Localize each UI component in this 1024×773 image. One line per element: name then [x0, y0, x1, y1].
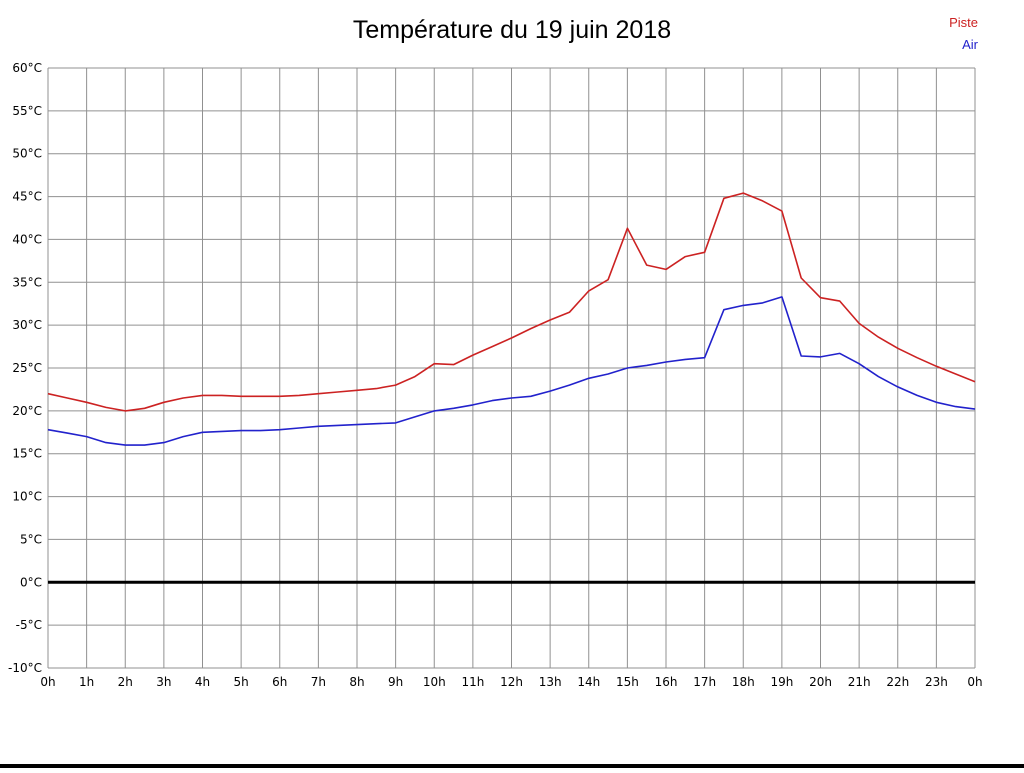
- svg-text:15°C: 15°C: [12, 447, 42, 461]
- svg-text:-5°C: -5°C: [16, 618, 42, 632]
- svg-text:55°C: 55°C: [12, 104, 42, 118]
- svg-text:35°C: 35°C: [12, 275, 42, 289]
- svg-text:20h: 20h: [809, 675, 832, 689]
- svg-text:17h: 17h: [693, 675, 716, 689]
- svg-text:22h: 22h: [886, 675, 909, 689]
- svg-text:18h: 18h: [732, 675, 755, 689]
- svg-text:10h: 10h: [423, 675, 446, 689]
- legend-label-piste: Piste: [949, 15, 978, 30]
- svg-text:3h: 3h: [156, 675, 171, 689]
- svg-text:5°C: 5°C: [20, 532, 42, 546]
- bottom-border: [0, 764, 1024, 768]
- svg-text:4h: 4h: [195, 675, 210, 689]
- svg-text:9h: 9h: [388, 675, 403, 689]
- svg-text:7h: 7h: [311, 675, 326, 689]
- svg-text:14h: 14h: [577, 675, 600, 689]
- legend-label-air: Air: [962, 37, 978, 52]
- chart-legend: Piste Air: [949, 12, 978, 56]
- svg-text:6h: 6h: [272, 675, 287, 689]
- svg-text:0h: 0h: [40, 675, 55, 689]
- svg-text:11h: 11h: [461, 675, 484, 689]
- svg-text:-10°C: -10°C: [8, 661, 42, 675]
- svg-text:60°C: 60°C: [12, 61, 42, 75]
- svg-text:23h: 23h: [925, 675, 948, 689]
- svg-text:16h: 16h: [655, 675, 678, 689]
- svg-text:13h: 13h: [539, 675, 562, 689]
- svg-text:40°C: 40°C: [12, 232, 42, 246]
- svg-text:1h: 1h: [79, 675, 94, 689]
- svg-text:50°C: 50°C: [12, 147, 42, 161]
- legend-item-air: Air: [949, 34, 978, 56]
- svg-text:19h: 19h: [770, 675, 793, 689]
- legend-item-piste: Piste: [949, 12, 978, 34]
- svg-text:0°C: 0°C: [20, 575, 42, 589]
- svg-text:5h: 5h: [234, 675, 249, 689]
- svg-text:45°C: 45°C: [12, 190, 42, 204]
- svg-text:25°C: 25°C: [12, 361, 42, 375]
- svg-text:30°C: 30°C: [12, 318, 42, 332]
- svg-text:8h: 8h: [349, 675, 364, 689]
- svg-text:15h: 15h: [616, 675, 639, 689]
- series-line-air: [47, 296, 976, 446]
- svg-text:0h: 0h: [967, 675, 982, 689]
- svg-text:10°C: 10°C: [12, 490, 42, 504]
- svg-text:21h: 21h: [848, 675, 871, 689]
- series-line-piste: [47, 192, 976, 412]
- svg-text:20°C: 20°C: [12, 404, 42, 418]
- chart-title: Température du 19 juin 2018: [352, 16, 672, 44]
- svg-text:12h: 12h: [500, 675, 523, 689]
- svg-text:2h: 2h: [118, 675, 133, 689]
